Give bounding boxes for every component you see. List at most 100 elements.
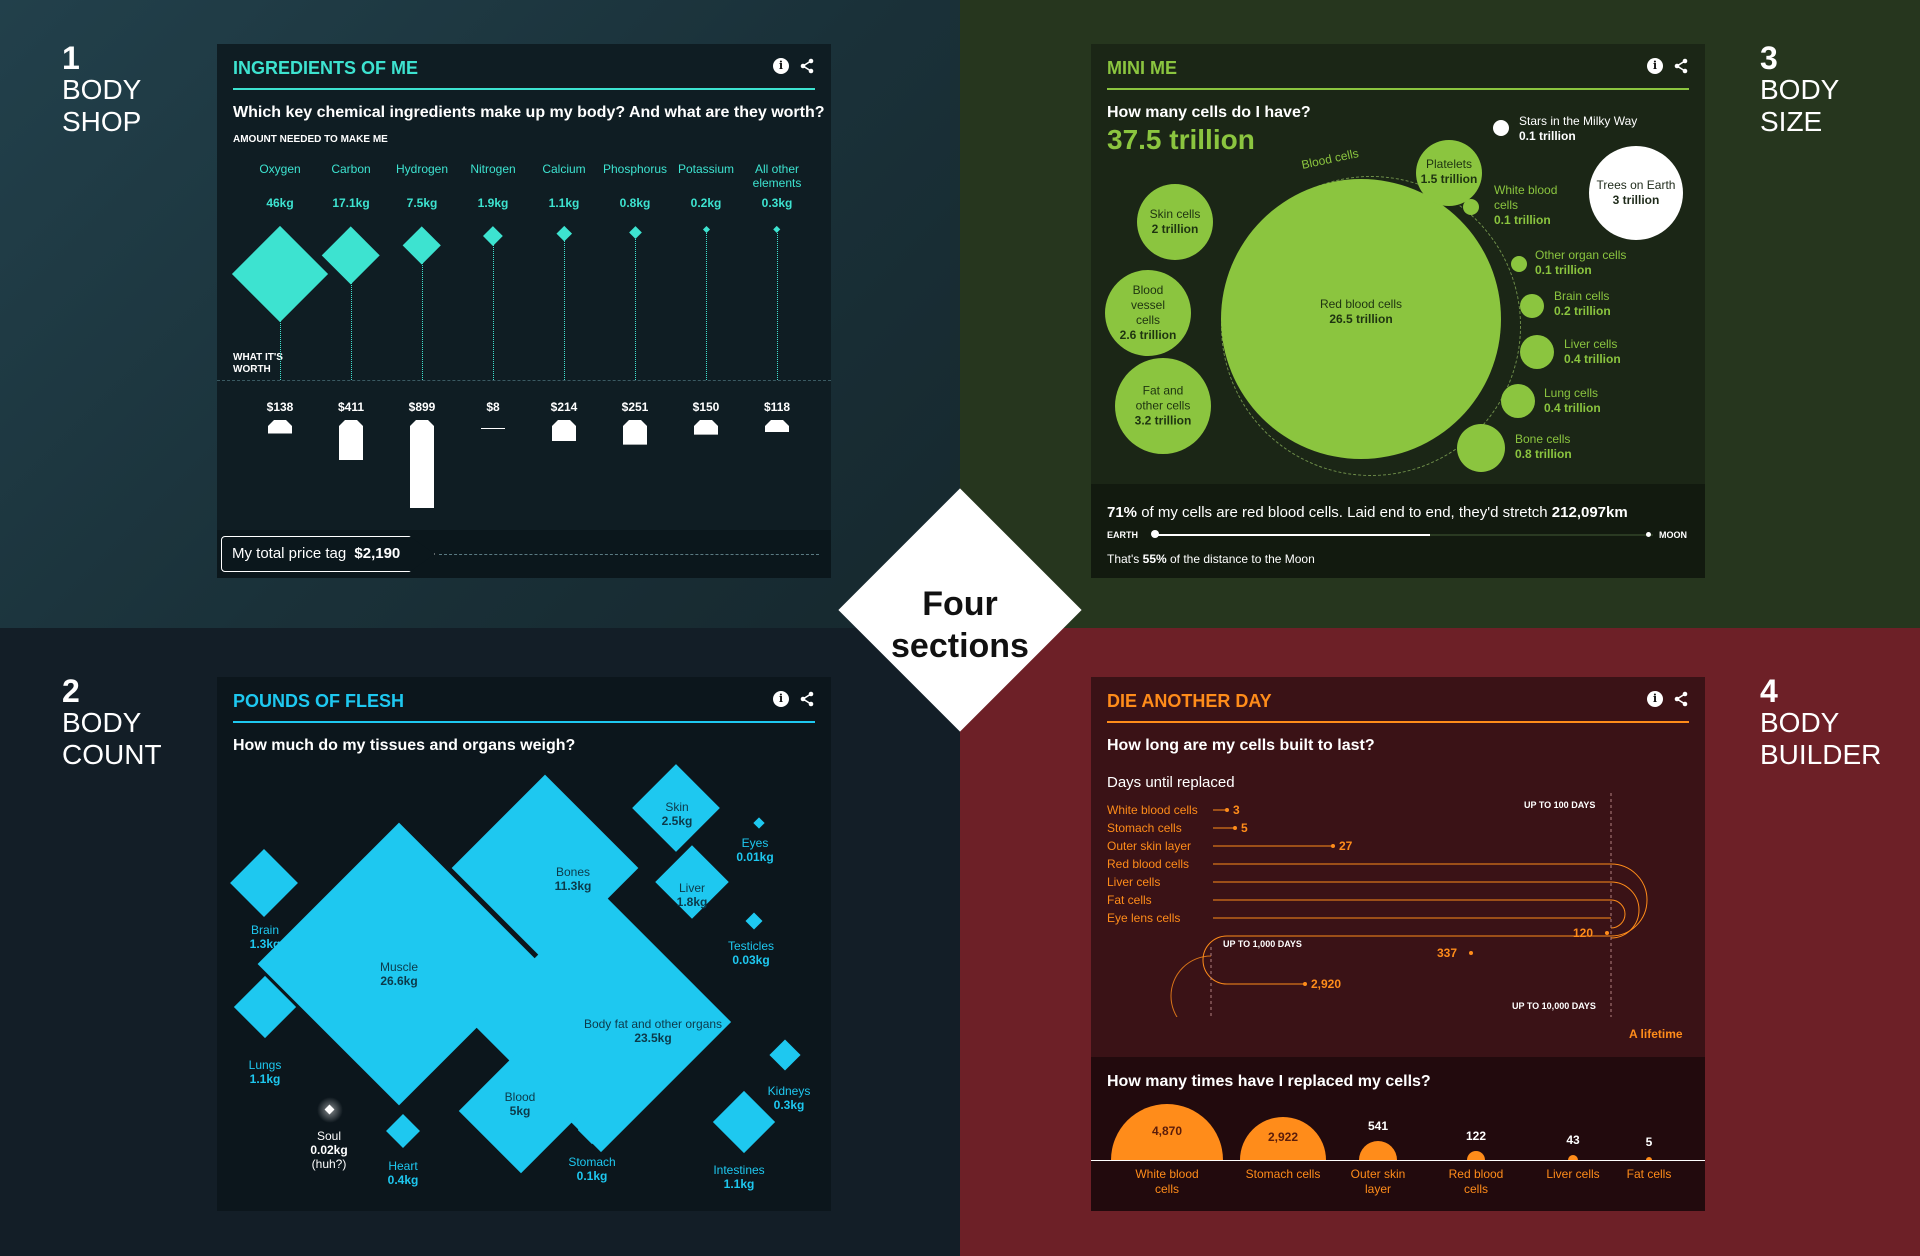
footer-note: That's 55% of the distance to the Moon bbox=[1107, 552, 1315, 566]
element-name: Calcium bbox=[542, 162, 586, 176]
soul-label: Soul 0.02kg (huh?) bbox=[310, 1129, 347, 1171]
cell-value: 0.8 trillion bbox=[1515, 447, 1572, 461]
section-number: 1 bbox=[62, 40, 80, 76]
liver-cells-label: Liver cells 0.4 trillion bbox=[1564, 337, 1621, 367]
element-diamond bbox=[402, 226, 442, 265]
replaced-cell-name: Outer skin layer bbox=[1350, 1167, 1406, 1196]
element-name: Carbon bbox=[331, 162, 371, 176]
trees-on-earth-circle: Trees on Earth 3 trillion bbox=[1589, 146, 1683, 240]
tissue-name: Eyes bbox=[741, 836, 769, 850]
skin-cells-circle bbox=[1137, 184, 1213, 260]
brain-label: Brain 1.3kg bbox=[250, 923, 281, 951]
element-mass: 0.3kg bbox=[761, 196, 793, 210]
reference-value: 0.1 trillion bbox=[1519, 129, 1576, 143]
element-diamond bbox=[773, 226, 781, 234]
replaced-bubble bbox=[1567, 1154, 1579, 1160]
element-stem bbox=[563, 233, 565, 380]
question: How long are my cells built to last? bbox=[1107, 737, 1375, 754]
replaced-cell-name: Stomach cells bbox=[1245, 1167, 1321, 1181]
title-rule bbox=[233, 88, 815, 90]
baseline bbox=[1091, 1160, 1705, 1161]
tissue-name: Intestines bbox=[713, 1163, 765, 1177]
cell-name: Skin cells bbox=[1149, 207, 1201, 221]
cell-value: 2.6 trillion bbox=[1119, 328, 1177, 342]
share-icon[interactable] bbox=[1673, 691, 1689, 707]
mark-1000: UP TO 1,000 DAYS bbox=[1223, 939, 1302, 949]
element-mass: 1.1kg bbox=[548, 196, 580, 210]
mini-footer bbox=[1091, 484, 1705, 578]
cell-name: Bone cells bbox=[1515, 432, 1571, 446]
element-diamond bbox=[702, 226, 710, 234]
platelets-circle bbox=[1416, 140, 1482, 206]
element-stem bbox=[634, 232, 636, 380]
share-icon[interactable] bbox=[799, 691, 815, 707]
cell-name: Blood vessel cells bbox=[1130, 283, 1165, 327]
panel-title: MINI ME bbox=[1107, 58, 1177, 78]
price-tag bbox=[410, 420, 434, 508]
tissue-weight: 0.01kg bbox=[736, 850, 774, 864]
element-price: $138 bbox=[266, 400, 294, 414]
info-icon[interactable]: i bbox=[773, 691, 789, 707]
tissue-weight: 1.3kg bbox=[249, 937, 281, 951]
info-icon[interactable]: i bbox=[773, 58, 789, 74]
total-value: $2,190 bbox=[354, 545, 401, 562]
stomach-label: Stomach 0.1kg bbox=[568, 1155, 615, 1183]
distance-fill bbox=[1157, 534, 1430, 536]
total-label: My total price tag bbox=[232, 545, 347, 562]
element-name: Potassium bbox=[677, 162, 735, 176]
panel-actions: i bbox=[1647, 58, 1689, 74]
section-label-line: BODY bbox=[62, 74, 142, 105]
lung-cells-label: Lung cells 0.4 trillion bbox=[1544, 386, 1601, 416]
replaced-cell-name: Liver cells bbox=[1546, 1167, 1600, 1181]
replaced-bubble bbox=[1467, 1151, 1485, 1160]
section-label-2: 2 BODY COUNT bbox=[62, 675, 162, 771]
tissue-name: Liver bbox=[678, 881, 705, 895]
element-stem bbox=[776, 229, 778, 380]
red-blood-cells-label: Red blood cells 26.5 trillion bbox=[1320, 297, 1402, 327]
tissue-weight: 0.02kg bbox=[310, 1143, 348, 1157]
replaced-count: 5 bbox=[1645, 1135, 1653, 1149]
mark-10000: UP TO 10,000 DAYS bbox=[1512, 1001, 1596, 1011]
subhead: Days until replaced bbox=[1107, 774, 1235, 791]
tissue-name: Body fat and other organs bbox=[583, 1017, 723, 1031]
tissue-name: Blood bbox=[504, 1090, 536, 1104]
fat-cells-circle bbox=[1115, 358, 1211, 454]
element-mass: 0.2kg bbox=[690, 196, 722, 210]
footer-text: of my cells are red blood cells. Laid en… bbox=[1137, 504, 1552, 521]
soul-note: (huh?) bbox=[311, 1157, 347, 1171]
question-2: How many times have I replaced my cells? bbox=[1107, 1073, 1431, 1090]
days-value: 120 bbox=[1573, 926, 1594, 940]
cell-value: 0.4 trillion bbox=[1564, 352, 1621, 366]
tissue-name: Brain bbox=[250, 923, 279, 937]
reference-name: Stars in the Milky Way bbox=[1519, 114, 1638, 128]
earth-label: EARTH bbox=[1107, 530, 1138, 540]
reference-name: Trees on Earth bbox=[1596, 178, 1676, 192]
divider-line bbox=[217, 380, 831, 381]
cell-name: White blood cells bbox=[1494, 183, 1558, 212]
platelets-label: Platelets 1.5 trillion bbox=[1421, 157, 1478, 187]
panel-title: POUNDS OF FLESH bbox=[233, 691, 405, 711]
element-mass: 46kg bbox=[266, 196, 294, 210]
panel-title: DIE ANOTHER DAY bbox=[1107, 691, 1272, 711]
element-name: Oxygen bbox=[259, 162, 301, 176]
question: How much do my tissues and organs weigh? bbox=[233, 737, 576, 754]
share-icon[interactable] bbox=[1673, 58, 1689, 74]
milky-way-circle bbox=[1493, 120, 1509, 136]
info-icon[interactable]: i bbox=[1647, 58, 1663, 74]
share-icon[interactable] bbox=[799, 58, 815, 74]
info-icon[interactable]: i bbox=[1647, 691, 1663, 707]
tissue-weight: 0.4kg bbox=[387, 1173, 419, 1187]
cell-row-label: Fat cells bbox=[1107, 893, 1152, 907]
tissue-weight: 1.1kg bbox=[249, 1072, 281, 1086]
section-label-line: BODY bbox=[1760, 74, 1840, 105]
other-organ-cells-circle bbox=[1511, 256, 1527, 272]
element-name: Nitrogen bbox=[470, 162, 516, 176]
note-text: of the distance to the Moon bbox=[1166, 552, 1315, 566]
worth-label-line: WHAT IT'S bbox=[233, 352, 283, 363]
line-rbc bbox=[1202, 863, 1648, 985]
tissue-weight: 5kg bbox=[509, 1104, 531, 1118]
testicles-label: Testicles 0.03kg bbox=[728, 939, 774, 967]
footer-pct: 71% bbox=[1107, 504, 1138, 521]
lungs-label: Lungs 1.1kg bbox=[249, 1058, 282, 1086]
cell-value: 0.1 trillion bbox=[1494, 213, 1551, 227]
